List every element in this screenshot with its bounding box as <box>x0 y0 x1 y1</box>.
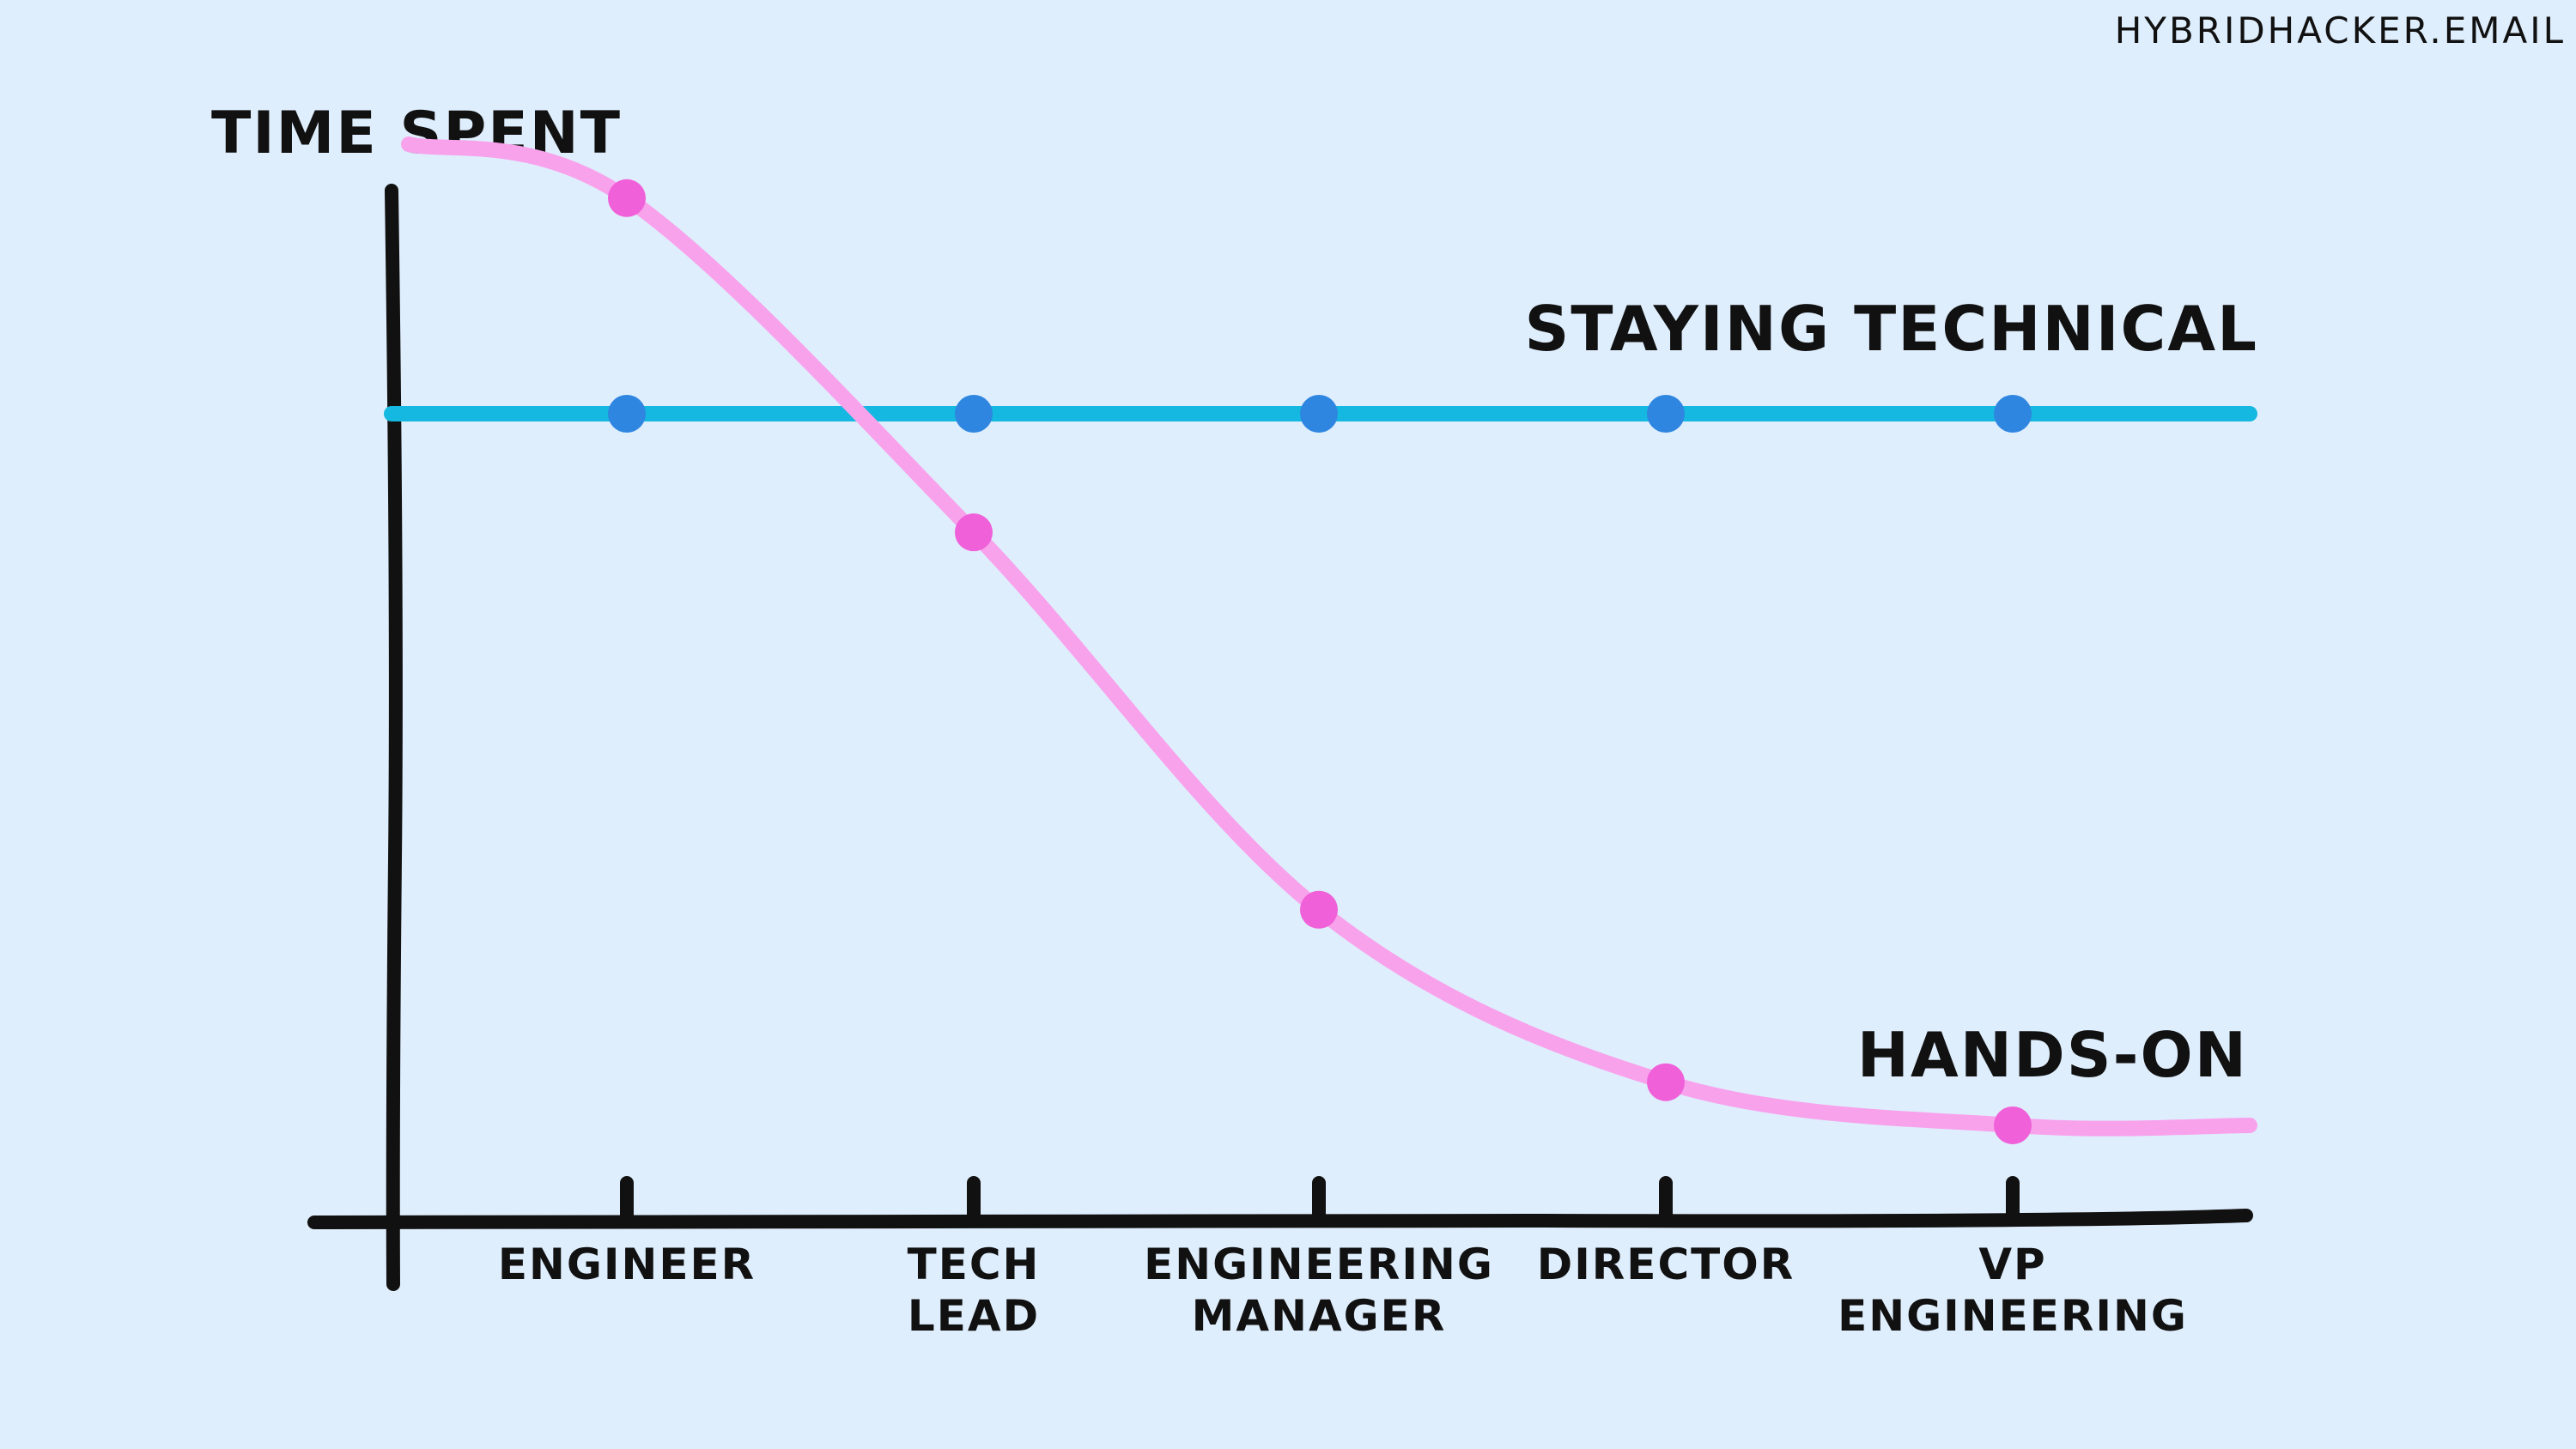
data-point-hands-on <box>1994 1106 2032 1144</box>
x-tick-label: ENGINEER <box>498 1240 756 1289</box>
data-point-staying-technical <box>1647 395 1685 433</box>
data-point-hands-on <box>608 179 646 217</box>
x-tick-label: ENGINEERING <box>1838 1291 2188 1341</box>
series-label-staying-technical: STAYING TECHNICAL <box>1525 293 2258 365</box>
x-tick-label: TECH <box>908 1240 1041 1289</box>
x-tick-label: LEAD <box>908 1291 1040 1341</box>
x-tick-label: MANAGER <box>1192 1291 1447 1341</box>
x-tick-label: DIRECTOR <box>1537 1240 1795 1289</box>
x-tick-label: VP <box>1978 1240 2046 1289</box>
watermark-text: HYBRIDHACKER.EMAIL <box>2115 9 2566 52</box>
data-point-staying-technical <box>955 395 993 433</box>
data-point-staying-technical <box>1300 395 1338 433</box>
data-point-staying-technical <box>608 395 646 433</box>
x-tick-label: ENGINEERING <box>1144 1240 1494 1289</box>
data-point-hands-on <box>1300 890 1338 929</box>
x-axis-line <box>307 1209 2253 1229</box>
data-point-hands-on <box>1647 1063 1685 1101</box>
y-axis-line <box>385 184 403 1291</box>
data-point-hands-on <box>955 513 993 552</box>
series-label-hands-on: HANDS-ON <box>1857 1019 2248 1091</box>
data-point-staying-technical <box>1994 395 2032 433</box>
series-line-hands-on <box>401 136 2257 1137</box>
